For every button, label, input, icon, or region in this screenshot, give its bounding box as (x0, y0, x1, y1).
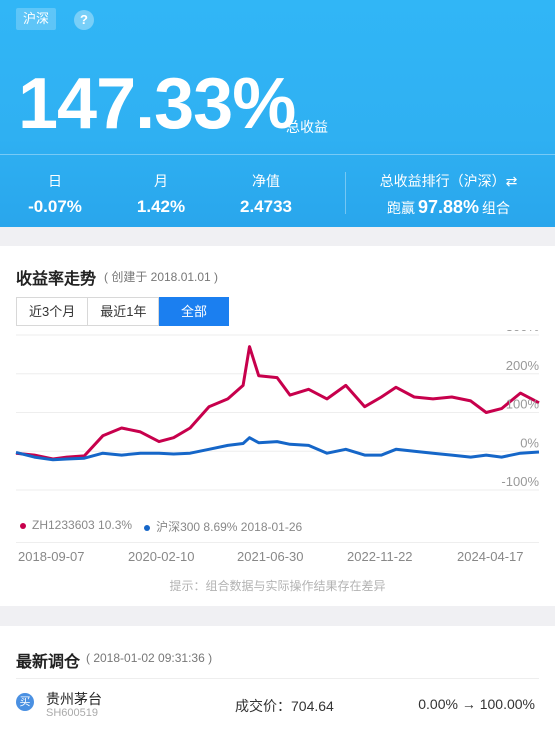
rebalance-title: 最新调仓 (16, 654, 81, 671)
deal-price-label: 成交价： (235, 698, 291, 714)
rank-suffix: 组合 (482, 200, 511, 216)
disclaimer-note: 提示：组合数据与实际操作结果存在差异 (169, 579, 386, 593)
trend-card: 收益率走势 ( 创建于 2018.01.01 ) 近3个月 最近1年 全部 30… (0, 246, 555, 606)
legend-item-portfolio[interactable]: ZH1233603 10.3% (20, 518, 132, 535)
total-return-label: 总收益 (286, 119, 328, 135)
series-line-portfolio (15, 345, 540, 461)
total-return-value: 147.33% (18, 64, 296, 144)
range-tabs: 近3个月 最近1年 全部 (16, 297, 230, 326)
y-tick-label: 200% (506, 358, 540, 373)
x-tick: 2020-02-10 (128, 549, 195, 564)
stat-month-value: 1.42% (136, 197, 186, 216)
legend-item-index[interactable]: 沪深300 8.69% 2018-01-26 (144, 518, 302, 535)
deal-price-value: 704.64 (291, 698, 334, 714)
stat-separator (345, 172, 346, 214)
chart-legend: ZH1233603 10.3% 沪深300 8.69% 2018-01-26 (20, 518, 314, 535)
x-axis-ticks: 2018-09-07 2020-02-10 2021-06-30 2022-11… (0, 549, 555, 569)
weight-from: 0.00% (418, 696, 458, 712)
rank-label[interactable]: 总收益排行（沪深）⇄ (379, 173, 518, 189)
rank-block[interactable]: 总收益排行（沪深）⇄ 跑赢 97.88% 组合 (356, 172, 541, 221)
rebalance-card: 最新调仓 ( 2018-01-02 09:31:36 ) 买 贵州茅台 SH60… (0, 626, 555, 735)
portfolio-header: 沪深 ? 147.33% 总收益 日 -0.07% 月 1.42% 净值 2.4… (0, 0, 555, 227)
legend-text-portfolio: ZH1233603 10.3% (32, 518, 133, 532)
header-divider (0, 154, 555, 155)
stock-code: SH600519 (46, 707, 98, 719)
stat-month-label: 月 (154, 173, 168, 189)
deal-price: 成交价：704.64 (235, 696, 334, 716)
x-tick: 2021-06-30 (237, 549, 304, 564)
arrow-right-icon: → (461, 696, 476, 712)
tab-all[interactable]: 全部 (159, 297, 230, 326)
x-tick: 2018-09-07 (18, 549, 85, 564)
tab-3-months[interactable]: 近3个月 (16, 297, 89, 326)
y-tick-label: 300% (506, 330, 540, 334)
stat-nav-label: 净值 (252, 173, 280, 189)
x-tick: 2022-11-22 (347, 549, 413, 564)
x-axis-line (16, 542, 539, 543)
help-icon[interactable]: ? (74, 10, 94, 30)
legend-dot-portfolio (20, 522, 26, 529)
weight-to: 100.00% (479, 696, 535, 712)
rebalance-divider (16, 678, 539, 679)
stat-nav-value: 2.4733 (240, 197, 292, 216)
stat-day: 日 -0.07% (24, 172, 86, 220)
series-line-index (15, 436, 540, 462)
rank-row: 跑赢 97.88% 组合 (356, 194, 541, 221)
stat-nav: 净值 2.4733 (230, 172, 302, 220)
legend-dot-index (144, 524, 151, 531)
stat-day-value: -0.07% (28, 197, 82, 216)
trend-created: ( 创建于 2018.01.01 ) (104, 270, 219, 284)
y-tick-label: -100% (501, 474, 539, 489)
market-tag[interactable]: 沪深 (16, 8, 57, 30)
rebalance-time: ( 2018-01-02 09:31:36 ) (86, 651, 213, 665)
legend-text-index: 沪深300 8.69% 2018-01-26 (156, 520, 303, 534)
stock-name[interactable]: 贵州茅台 (46, 691, 102, 707)
rank-value: 97.88% (417, 197, 480, 217)
tab-1-year[interactable]: 最近1年 (88, 297, 160, 326)
stat-day-label: 日 (48, 173, 62, 189)
y-tick-label: 0% (520, 435, 539, 450)
buy-icon: 买 (16, 693, 34, 711)
return-chart[interactable]: 300% 200% 100% 0% -100% (0, 330, 555, 510)
weight-change: 0.00% → 100.00% (418, 696, 535, 712)
y-tick-label: 100% (506, 397, 540, 412)
rank-prefix: 跑赢 (386, 200, 415, 216)
x-tick: 2024-04-17 (457, 549, 524, 564)
stat-month: 月 1.42% (130, 172, 192, 220)
trend-title: 收益率走势 (16, 271, 97, 288)
